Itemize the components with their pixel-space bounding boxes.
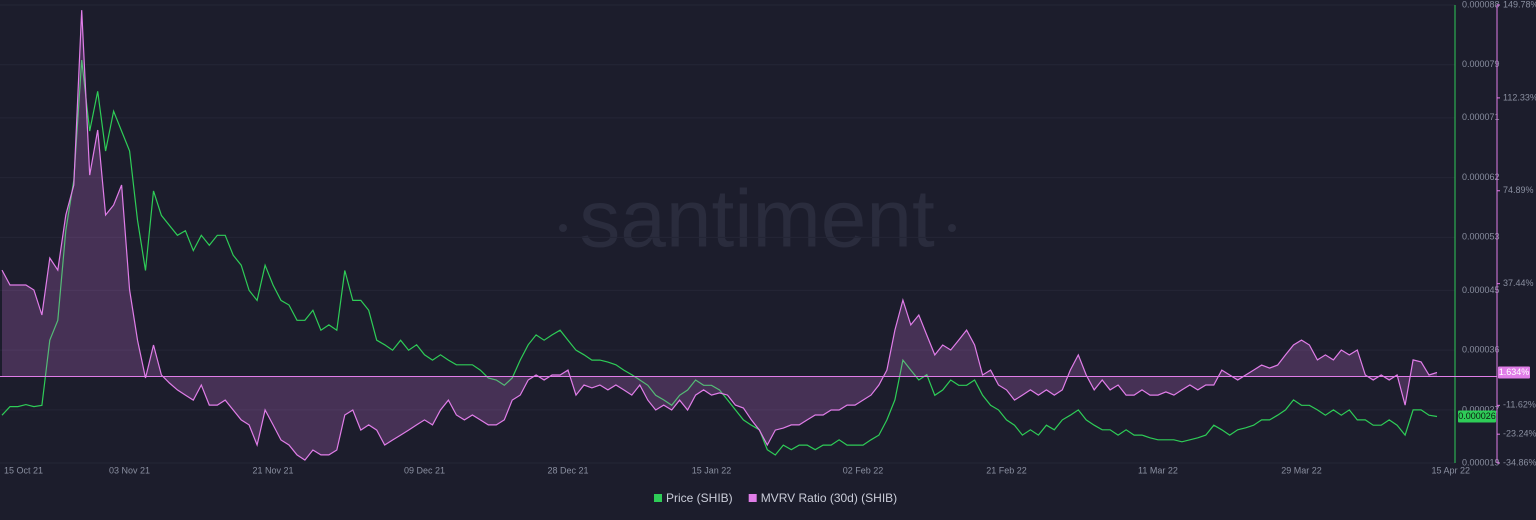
watermark-dot — [948, 224, 956, 232]
legend: Price (SHIB) MVRV Ratio (30d) (SHIB) — [654, 491, 897, 505]
x-tick-label: 29 Mar 22 — [1281, 465, 1322, 475]
legend-label: Price (SHIB) — [666, 491, 733, 505]
y-tick-label: 0.000071 — [1462, 112, 1500, 122]
y-tick-label: 0.000036 — [1462, 345, 1500, 355]
last-value-badge — [1458, 410, 1496, 423]
series-line — [1, 60, 1438, 456]
x-tick-label: 02 Feb 22 — [843, 465, 884, 475]
x-tick-label: 15 Jan 22 — [692, 465, 732, 475]
y-tick-label: 0.000045 — [1462, 285, 1500, 295]
y2-tick-label: 37.44% — [1503, 278, 1534, 288]
y-tick-label: 0.000079 — [1462, 59, 1500, 69]
x-tick-label: 11 Mar 22 — [1138, 465, 1178, 475]
legend-swatch — [654, 494, 662, 502]
y2-tick-label: -34.86% — [1503, 457, 1536, 467]
x-tick-label: 21 Feb 22 — [986, 465, 1027, 475]
y-tick-label: 0.000062 — [1462, 172, 1500, 182]
last-value-label: 1.634% — [1499, 367, 1530, 377]
watermark-text: santiment — [579, 174, 935, 265]
legend-swatch — [748, 494, 757, 502]
last-value-badge — [1498, 366, 1530, 379]
y2-tick-label: 112.33% — [1503, 92, 1536, 102]
y-tick-label: 0.000053 — [1462, 232, 1500, 242]
y2-tick-label: -23.24% — [1503, 429, 1536, 439]
x-tick-label: 15 Oct 21 — [4, 465, 43, 475]
y-tick-label: 0.000088 — [1462, 0, 1500, 9]
x-tick-label: 15 Apr 22 — [1431, 465, 1470, 475]
x-tick-label: 09 Dec 21 — [404, 465, 445, 475]
y-tick-label: 0.000019 — [1462, 457, 1500, 467]
legend-label: MVRV Ratio (30d) (SHIB) — [761, 491, 897, 505]
y2-tick-label: 74.89% — [1503, 185, 1534, 195]
x-tick-label: 28 Dec 21 — [548, 465, 589, 475]
x-tick-label: 21 Nov 21 — [253, 465, 294, 475]
series-line — [1, 10, 1438, 461]
x-tick-label: 03 Nov 21 — [109, 465, 150, 475]
y2-tick-label: -11.62% — [1503, 400, 1536, 410]
last-value-label: 0.000026 — [1458, 411, 1496, 421]
watermark-dot — [559, 224, 567, 232]
y-tick-label: 0.000027 — [1462, 404, 1500, 414]
watermark: santiment — [559, 174, 956, 265]
y2-tick-label: 149.78% — [1503, 0, 1536, 9]
